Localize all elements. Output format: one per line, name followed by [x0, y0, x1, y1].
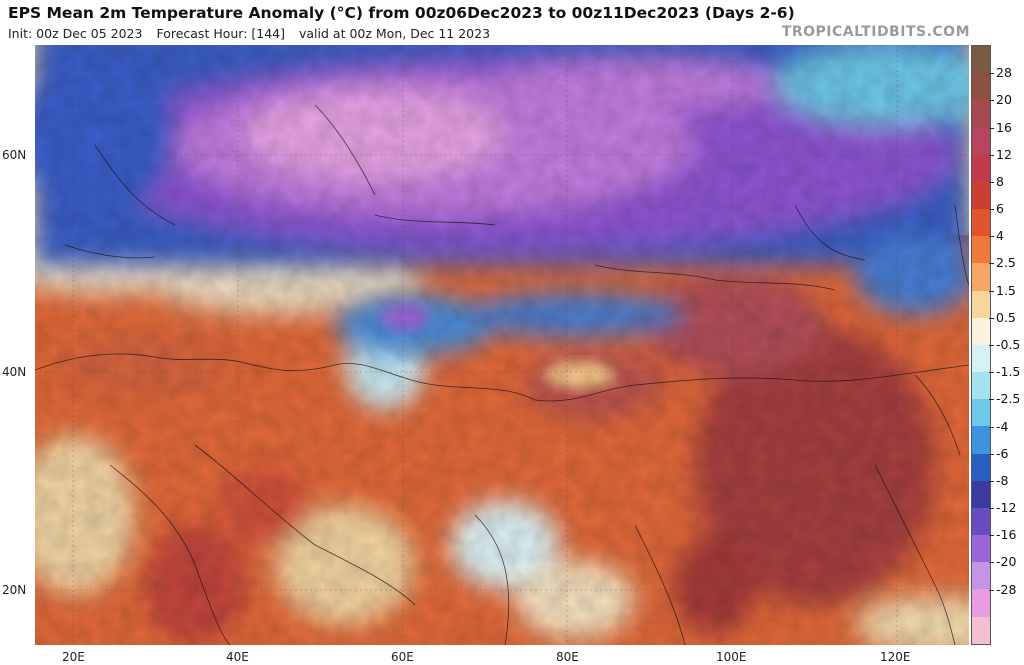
colorbar-tick — [989, 209, 994, 211]
forecast-hour: Forecast Hour: [144] — [156, 26, 286, 41]
colorbar-label: -8 — [996, 472, 1009, 488]
colorbar-tick — [989, 426, 994, 428]
colorbar — [971, 45, 991, 645]
colorbar-tick — [989, 535, 994, 537]
colorbar-segment — [972, 372, 990, 400]
colorbar-tick — [989, 181, 994, 183]
colorbar-tick — [989, 589, 994, 591]
colorbar-segment — [972, 317, 990, 345]
colorbar-label: -20 — [996, 554, 1017, 570]
colorbar-segment — [972, 290, 990, 318]
colorbar-tick — [989, 562, 994, 564]
lon-label-60e: 60E — [391, 650, 414, 664]
colorbar-label: 2.5 — [996, 255, 1016, 271]
colorbar-label: 28 — [996, 65, 1012, 81]
colorbar-segment — [972, 399, 990, 427]
colorbar-segment — [972, 589, 990, 617]
temperature-anomaly-map — [35, 45, 969, 645]
valid-time: valid at 00z Mon, Dec 11 2023 — [299, 26, 491, 41]
lon-label-20e: 20E — [62, 650, 85, 664]
colorbar-label: -16 — [996, 527, 1017, 543]
lon-label-80e: 80E — [556, 650, 579, 664]
map-subtitle: Init: 00z Dec 05 2023 Forecast Hour: [14… — [8, 26, 500, 41]
colorbar-label: -0.5 — [996, 337, 1021, 352]
colorbar-segment — [972, 426, 990, 454]
colorbar-label: 20 — [996, 92, 1012, 108]
colorbar-tick — [989, 345, 994, 346]
colorbar-tick — [989, 127, 994, 129]
colorbar-tick — [989, 399, 994, 401]
colorbar-segment — [972, 344, 990, 373]
map-title: EPS Mean 2m Temperature Anomaly (°C) fro… — [8, 4, 795, 22]
colorbar-label: 0.5 — [996, 309, 1016, 325]
colorbar-tick — [989, 263, 994, 265]
colorbar-tick — [989, 73, 994, 75]
lon-label-100e: 100E — [716, 650, 747, 664]
init-time: Init: 00z Dec 05 2023 — [8, 26, 143, 41]
lat-label-40n: 40N — [2, 365, 27, 379]
colorbar-segment — [972, 73, 990, 101]
brand-watermark: TROPICALTIDBITS.COM — [781, 24, 970, 40]
colorbar-segment — [972, 46, 990, 74]
colorbar-segment — [972, 127, 990, 155]
colorbar-segment — [972, 453, 990, 481]
colorbar-segment — [972, 507, 990, 536]
colorbar-tick — [989, 154, 994, 156]
lat-label-60n: 60N — [2, 148, 27, 162]
colorbar-tick — [989, 372, 994, 374]
colorbar-tick — [989, 508, 994, 510]
colorbar-label: -12 — [996, 500, 1017, 516]
colorbar-label: 16 — [996, 119, 1012, 135]
colorbar-segment — [972, 154, 990, 182]
colorbar-segment — [972, 480, 990, 508]
colorbar-tick — [989, 317, 994, 319]
colorbar-tick — [989, 236, 994, 238]
colorbar-tick — [989, 100, 994, 102]
colorbar-label: -28 — [996, 581, 1017, 597]
colorbar-label: 1.5 — [996, 282, 1016, 298]
colorbar-tick — [989, 480, 994, 482]
colorbar-segment — [972, 209, 990, 237]
colorbar-segment — [972, 535, 990, 563]
colorbar-label: 6 — [996, 201, 1004, 217]
colorbar-tick — [989, 290, 994, 292]
colorbar-tick — [989, 453, 994, 455]
colorbar-segment — [972, 562, 990, 590]
colorbar-segment — [972, 263, 990, 291]
lon-label-120e: 120E — [880, 650, 911, 664]
colorbar-label: 12 — [996, 146, 1012, 162]
lat-label-20n: 20N — [2, 583, 27, 597]
lon-label-40e: 40E — [226, 650, 249, 664]
colorbar-segment — [972, 181, 990, 210]
colorbar-label: -6 — [996, 445, 1009, 461]
colorbar-segment — [972, 616, 990, 644]
colorbar-label: -2.5 — [996, 391, 1021, 407]
colorbar-segment — [972, 100, 990, 128]
colorbar-label: -1.5 — [996, 364, 1021, 380]
colorbar-label: -4 — [996, 418, 1009, 434]
colorbar-segment — [972, 236, 990, 264]
colorbar-label: 4 — [996, 228, 1004, 244]
colorbar-label: 8 — [996, 173, 1004, 189]
